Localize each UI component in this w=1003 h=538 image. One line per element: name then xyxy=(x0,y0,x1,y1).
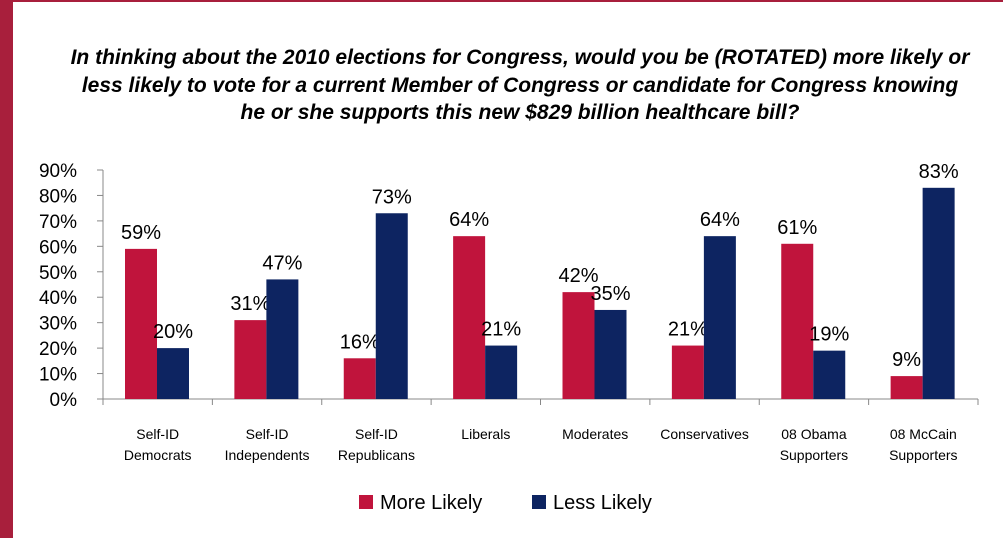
data-label: 16% xyxy=(340,331,380,353)
chart-title: In thinking about the 2010 elections for… xyxy=(70,46,970,124)
bar-more-likely xyxy=(671,345,704,399)
legend-swatch xyxy=(532,495,546,509)
category-label: Liberals xyxy=(461,426,510,442)
y-tick-label: 30% xyxy=(39,314,77,335)
bar-more-likely xyxy=(234,320,267,399)
data-label: 59% xyxy=(121,222,161,244)
bar-more-likely xyxy=(562,292,595,399)
bar-less-likely xyxy=(485,345,518,399)
y-tick-label: 50% xyxy=(39,263,77,284)
bar-less-likely xyxy=(594,309,627,399)
data-label: 20% xyxy=(153,321,193,343)
bar-less-likely xyxy=(703,236,736,399)
category-label: Self-ID Independents xyxy=(225,426,310,463)
bar-more-likely xyxy=(125,248,157,399)
data-label: 31% xyxy=(230,293,270,315)
legend-label: More Likely xyxy=(380,492,482,514)
category-label: 08 Obama Supporters xyxy=(780,426,848,463)
y-tick-label: 80% xyxy=(39,186,77,207)
data-label: 9% xyxy=(892,349,921,371)
bar-less-likely xyxy=(157,348,189,399)
bar-more-likely xyxy=(890,376,923,399)
data-label: 21% xyxy=(668,319,708,341)
bar-more-likely xyxy=(343,358,376,399)
bar-less-likely xyxy=(375,213,408,399)
y-tick-label: 0% xyxy=(50,390,78,411)
legend-swatch xyxy=(359,495,373,509)
category-label: Self-ID Democrats xyxy=(124,426,192,463)
y-tick-label: 40% xyxy=(39,288,77,309)
legend-label: Less Likely xyxy=(553,492,652,514)
bar-more-likely xyxy=(453,236,486,399)
data-label: 21% xyxy=(481,319,521,341)
y-tick-label: 10% xyxy=(39,365,77,386)
bar-more-likely xyxy=(781,243,814,399)
category-label: 08 McCain Supporters xyxy=(889,426,957,463)
data-label: 73% xyxy=(372,186,412,208)
category-label: Moderates xyxy=(562,426,628,442)
y-tick-label: 60% xyxy=(39,237,77,258)
data-label: 35% xyxy=(590,283,630,305)
category-label: Conservatives xyxy=(660,426,749,442)
y-tick-label: 90% xyxy=(39,161,77,182)
category-label: Self-ID Republicans xyxy=(338,426,415,463)
bar-less-likely xyxy=(922,187,955,399)
y-tick-label: 20% xyxy=(39,339,77,360)
bar-less-likely xyxy=(266,279,299,399)
data-label: 64% xyxy=(700,209,740,231)
bar-less-likely xyxy=(813,350,846,399)
data-label: 42% xyxy=(558,265,598,287)
data-label: 47% xyxy=(262,252,302,274)
data-label: 64% xyxy=(449,209,489,231)
y-tick-label: 70% xyxy=(39,212,77,233)
data-label: 61% xyxy=(777,217,817,239)
data-label: 19% xyxy=(809,324,849,346)
data-label: 83% xyxy=(919,161,959,183)
